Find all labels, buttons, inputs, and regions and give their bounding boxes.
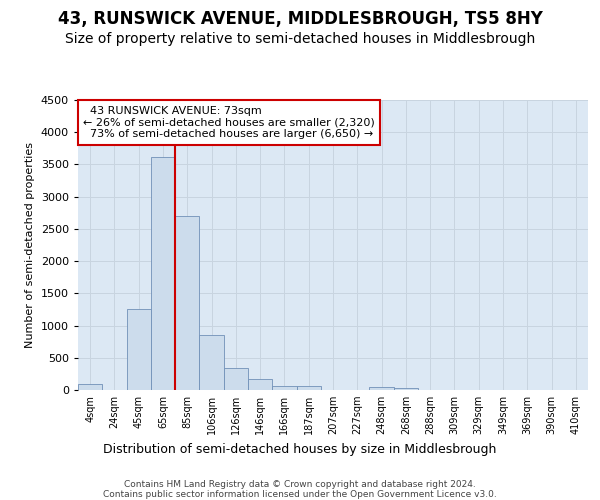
Text: 43, RUNSWICK AVENUE, MIDDLESBROUGH, TS5 8HY: 43, RUNSWICK AVENUE, MIDDLESBROUGH, TS5 …	[58, 10, 542, 28]
Text: Contains HM Land Registry data © Crown copyright and database right 2024.
Contai: Contains HM Land Registry data © Crown c…	[103, 480, 497, 500]
Bar	[248, 379, 272, 390]
Bar	[272, 386, 296, 390]
Bar	[127, 310, 151, 390]
Bar	[296, 386, 321, 390]
Bar	[175, 216, 199, 390]
Text: 43 RUNSWICK AVENUE: 73sqm
← 26% of semi-detached houses are smaller (2,320)
  73: 43 RUNSWICK AVENUE: 73sqm ← 26% of semi-…	[83, 106, 375, 139]
Bar	[78, 384, 102, 390]
Bar	[394, 388, 418, 390]
Text: Distribution of semi-detached houses by size in Middlesbrough: Distribution of semi-detached houses by …	[103, 442, 497, 456]
Bar	[199, 335, 224, 390]
Bar	[151, 156, 175, 390]
Bar	[224, 368, 248, 390]
Bar	[370, 388, 394, 390]
Text: Size of property relative to semi-detached houses in Middlesbrough: Size of property relative to semi-detach…	[65, 32, 535, 46]
Y-axis label: Number of semi-detached properties: Number of semi-detached properties	[25, 142, 35, 348]
